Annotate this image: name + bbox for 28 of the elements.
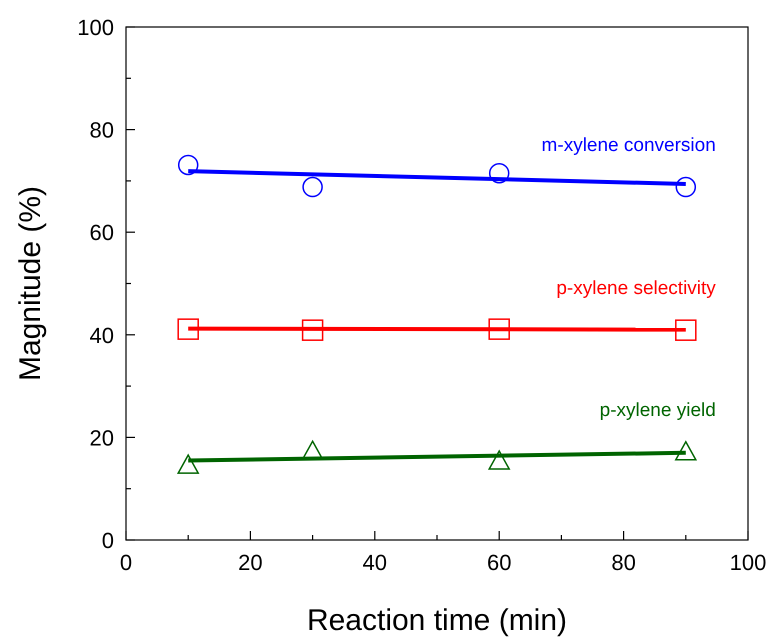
y-tick-label: 100 [77,15,114,40]
x-tick-label: 60 [486,550,512,575]
point [178,154,198,176]
series-label: m-xylene conversion [542,135,716,156]
x-tick-label: 0 [120,550,132,575]
point [488,450,510,470]
point [488,318,510,340]
y-tick-label: 60 [90,220,114,246]
point [302,319,324,341]
y-tick-label: 0 [102,528,114,553]
series-label: p-xylene yield [600,400,716,421]
point [177,454,199,474]
x-tick-label: 40 [362,550,388,575]
x-axis-title: Reaction time (min) [306,604,568,637]
y-tick-label: 20 [90,425,114,450]
x-tick-label: 100 [730,550,766,575]
y-tick-label: 40 [90,322,114,348]
x-tick-label: 80 [611,550,636,575]
point [675,441,697,461]
series-label: p-xylene selectivity [556,278,716,300]
point [675,319,697,341]
point [488,162,510,184]
point [676,176,696,198]
x-tick-label: 20 [238,550,263,575]
y-axis-title: Magnitude (%) [14,186,47,382]
point [302,176,323,198]
point [177,318,199,340]
y-tick-label: 80 [90,118,114,143]
